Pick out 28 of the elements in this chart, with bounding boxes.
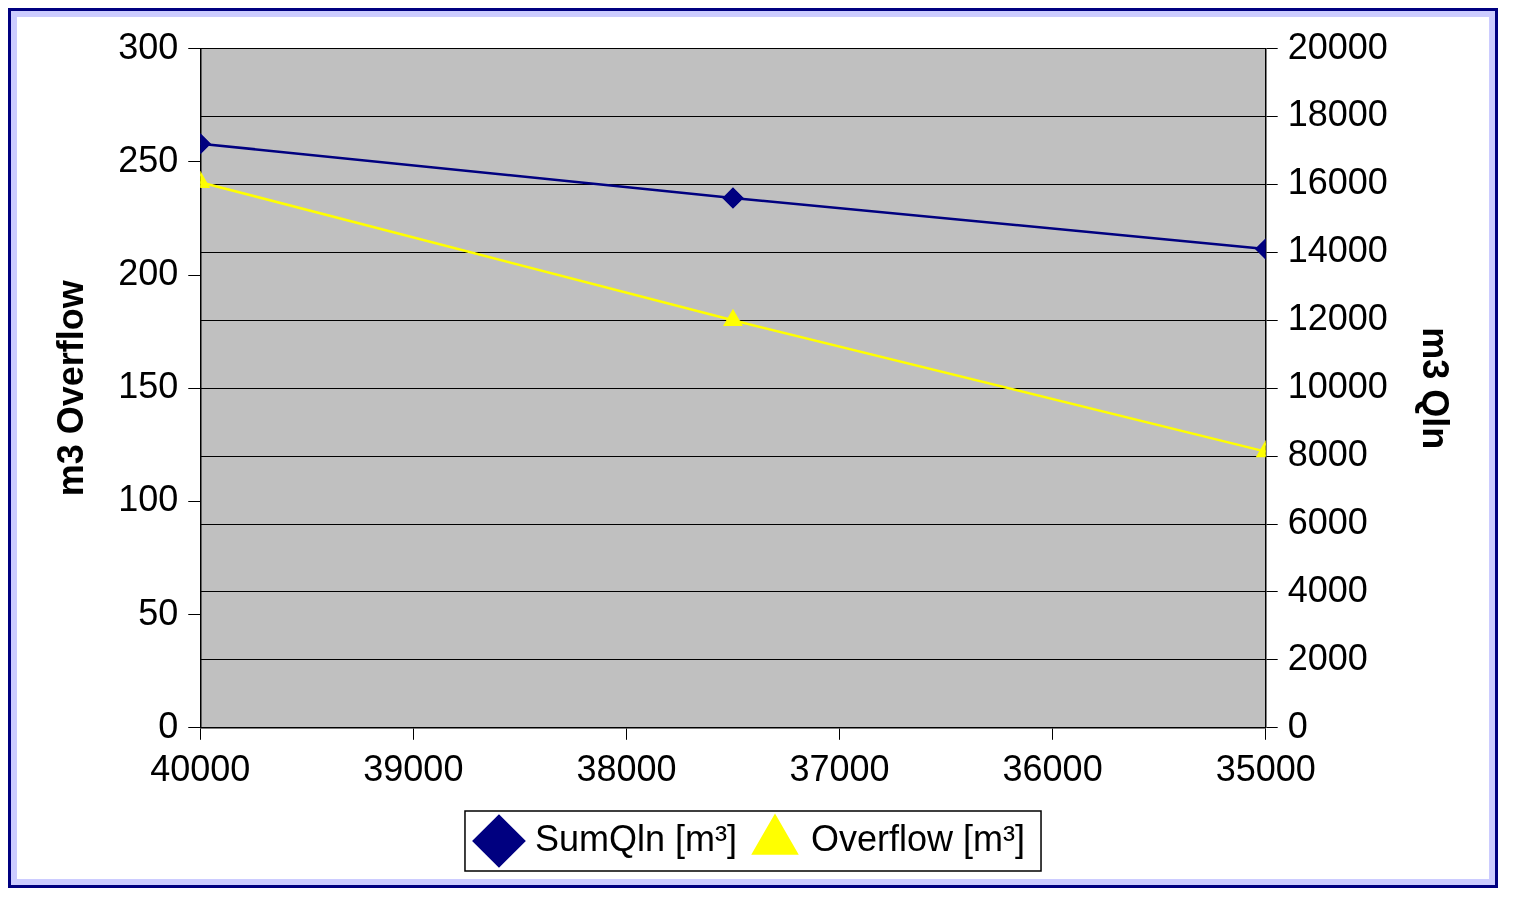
x-tick-label: 37000 <box>789 748 890 790</box>
y2-tick-label: 20000 <box>1287 25 1388 67</box>
x-tick-label: 39000 <box>363 748 464 790</box>
y2-tick-label: 14000 <box>1287 229 1388 271</box>
y-tick-label: 50 <box>138 591 179 633</box>
y-tick-label: 0 <box>158 704 179 746</box>
y2-tick-label: 0 <box>1287 704 1308 746</box>
y-tick-label: 100 <box>118 478 179 520</box>
x-tick-label: 35000 <box>1215 748 1316 790</box>
x-tick-label: 38000 <box>576 748 677 790</box>
y-tick-label: 250 <box>118 138 179 180</box>
y2-axis-title: m3 Qln <box>1415 327 1457 450</box>
y2-tick-label: 12000 <box>1287 297 1388 339</box>
x-tick-label: 40000 <box>150 748 251 790</box>
y-tick-label: 200 <box>118 251 179 293</box>
x-tick-label: 36000 <box>1002 748 1103 790</box>
y2-tick-label: 10000 <box>1287 365 1388 407</box>
y2-tick-label: 2000 <box>1287 636 1368 678</box>
legend-label: SumQln [m³] <box>534 817 738 859</box>
y2-tick-label: 4000 <box>1287 568 1368 610</box>
y-axis-title: m3 Overflow <box>49 279 91 497</box>
y2-tick-label: 16000 <box>1287 161 1388 203</box>
legend-label: Overflow [m³] <box>811 817 1026 859</box>
y-tick-label: 150 <box>118 365 179 407</box>
y-tick-label: 300 <box>118 25 179 67</box>
y2-tick-label: 6000 <box>1287 500 1368 542</box>
y2-tick-label: 8000 <box>1287 433 1368 475</box>
y2-tick-label: 18000 <box>1287 93 1388 135</box>
